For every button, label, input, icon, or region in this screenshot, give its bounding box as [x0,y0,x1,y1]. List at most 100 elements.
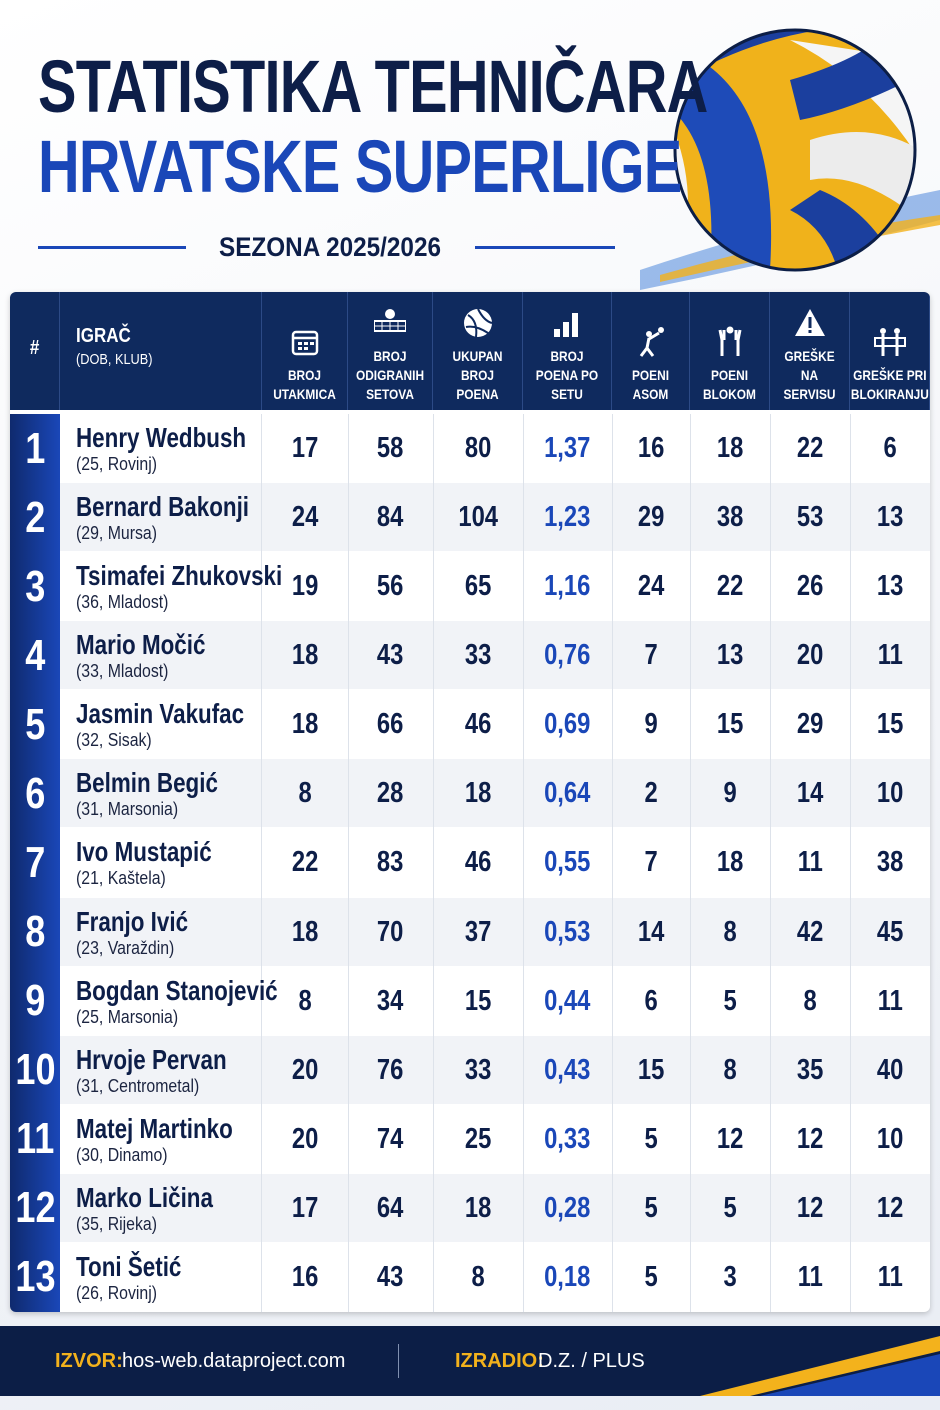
stat-value: 22 [716,570,744,603]
stat-value: 80 [464,432,492,465]
rank-number: 12 [14,1183,56,1233]
stat-value: 22 [291,846,319,879]
column-header: UKUPAN BROJ POENA [433,292,523,410]
stat-value: 6 [644,984,658,1017]
rank: 7 [10,828,60,898]
stat-value: 0,55 [544,846,591,879]
stat-cell: 56 [348,552,434,622]
row-background [60,690,930,759]
rank: 4 [10,621,60,691]
stat-cell: 70 [348,897,434,967]
stat-value: 5 [723,984,737,1017]
column-header: POENI ASOM [612,292,690,410]
stat-cell: 0,18 [523,1242,613,1312]
stat-value: 18 [464,777,492,810]
author-label: IZRADIO: [455,1350,544,1372]
stat-cell: 18 [433,759,524,829]
stat-cell: 12 [690,1104,771,1174]
stat-cell: 0,28 [523,1173,613,1243]
column-icon [554,313,578,337]
stat-value: 1,23 [544,501,591,534]
source: hos-web.dataproject.com [122,1350,346,1372]
stat-value: 7 [644,639,658,672]
column-label: UKUPAN BROJ POENA [452,348,503,402]
player: Franjo Ivić (23, Varaždin) [60,897,262,967]
player: Marko Ličina (35, Rijeka) [60,1173,262,1243]
stat-value: 13 [876,570,904,603]
stat-cell: 66 [348,690,434,760]
stat-cell: 20 [770,621,851,691]
stat-value: 0,33 [544,1122,591,1155]
column-label: GREŠKE NA SERVISU [783,348,836,402]
player-info: (35, Rijeka) [76,1213,157,1234]
rank-number: 6 [24,768,46,818]
rank: 9 [10,966,60,1036]
rank: 12 [10,1173,60,1243]
player-name: Bernard Bakonji [76,491,250,523]
subtitle: SEZONA 2025/2026 [219,232,441,262]
stat-value: 5 [644,1122,658,1155]
stat-value: 18 [291,915,319,948]
stat-value: 74 [377,1122,404,1155]
stat-value: 20 [796,639,824,672]
row-background [60,1173,930,1242]
stat-value: 5 [644,1260,658,1293]
stat-cell: 8 [262,759,349,829]
stat-cell: 0,69 [523,690,613,760]
stat-value: 18 [716,432,744,465]
player: Ivo Mustapić (21, Kaštela) [60,828,262,898]
stat-value: 65 [464,570,492,603]
stat-cell: 20 [262,1104,349,1174]
player-name: Henry Wedbush [76,422,247,454]
stat-cell: 22 [262,828,349,898]
stat-cell: 65 [433,552,524,622]
column-label: BROJ ODIGRANIH SETOVA [355,348,425,402]
stat-cell: 5 [612,1104,691,1174]
stat-cell: 7 [612,828,691,898]
stat-value: 0,18 [544,1260,591,1293]
stat-cell: 15 [690,690,771,760]
player-name: Marko Ličina [76,1181,213,1213]
stat-cell: 74 [348,1104,434,1174]
column-icon [794,309,825,336]
stat-cell: 64 [348,1173,434,1243]
stat-value: 24 [291,501,319,534]
stat-value: 76 [377,1053,404,1086]
stat-cell: 38 [690,483,771,553]
player-name: Bogdan Stanojević [76,974,278,1006]
stat-value: 0,44 [544,984,591,1017]
rank-number: 13 [14,1252,56,1302]
stat-cell: 6 [612,966,691,1036]
stat-value: 0,28 [544,1191,591,1224]
stat-cell: 18 [262,897,349,967]
stat-value: 12 [796,1122,824,1155]
rank-number: 3 [24,561,46,611]
player-name: Ivo Mustapić [76,836,212,868]
stat-cell: 83 [348,828,434,898]
stat-value: 0,64 [544,777,591,810]
stat-cell: 35 [770,1035,851,1105]
player: Jasmin Vakufac (32, Sisak) [60,690,262,760]
stat-value: 2 [644,777,658,810]
stat-cell: 7 [612,621,691,691]
divider [398,1344,399,1378]
column-header: GREŠKE PRI BLOKIRANJU [850,292,930,410]
stat-cell: 11 [850,1243,930,1312]
stat-value: 0,53 [544,915,591,948]
player-info: (31, Marsonia) [76,799,179,820]
stat-value: 1,37 [544,432,591,465]
row-background [60,483,930,552]
stat-value: 45 [876,915,904,948]
stat-cell: 53 [770,483,851,553]
rank-number: 11 [15,1114,55,1164]
player-info: (32, Sisak) [76,730,152,751]
stat-cell: 11 [770,1242,851,1312]
stat-value: 0,76 [544,639,591,672]
player-info: (23, Varaždin) [76,937,175,958]
stat-value: 13 [716,639,744,672]
row-background [60,828,930,897]
rank-number: 10 [14,1045,56,1095]
stat-value: 19 [291,570,319,603]
stat-value: 12 [716,1122,744,1155]
stat-cell: 18 [690,414,771,484]
